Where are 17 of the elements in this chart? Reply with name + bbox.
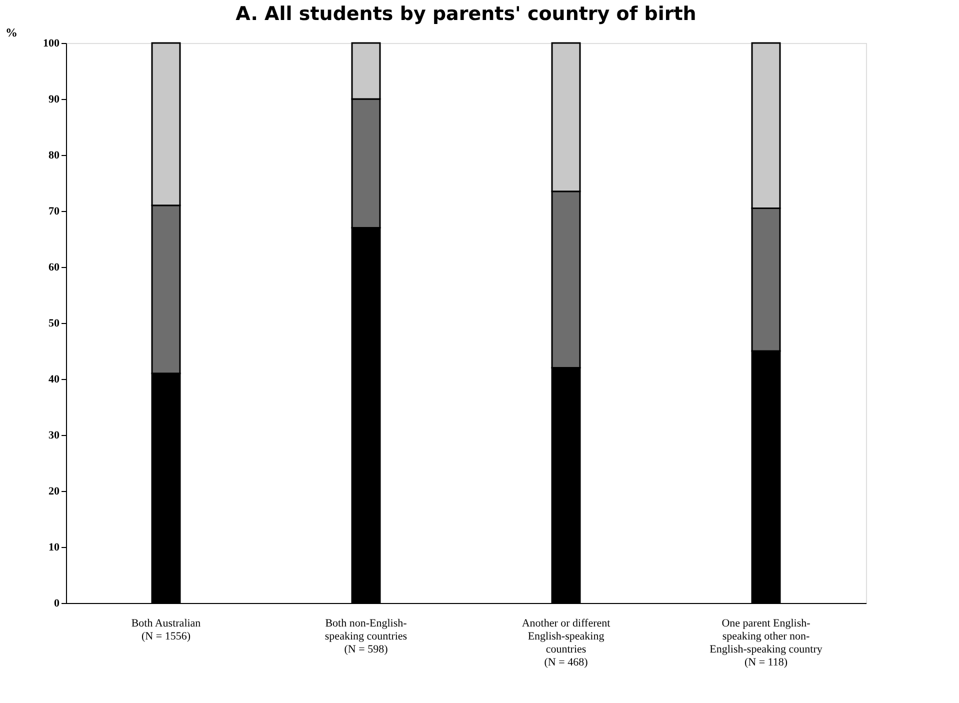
y-tick-label: 0 [54,598,60,610]
y-tick-label: 80 [48,150,60,162]
y-tick-label: 10 [48,542,60,554]
y-tick-label: 90 [48,94,60,106]
x-tick-label: Another or different English-speaking countries (N = 468) [522,618,610,668]
y-tick-label: 20 [48,486,60,498]
y-axis-title: % [6,26,18,40]
y-tick-label: 40 [48,374,60,386]
y-tick-label: 50 [48,318,60,330]
chart-title: A. All students by parents' country of birth [236,3,696,25]
y-tick-label: 70 [48,206,60,218]
x-tick-label: Both non-English- speaking countries (N = 598) [324,618,408,656]
y-tick-label: 100 [43,38,60,50]
x-tick-label: One parent English- speaking other non- English-speaking country (N = 118) [710,618,823,668]
y-tick-label: 30 [48,430,60,442]
y-tick-label: 60 [48,262,60,274]
x-tick-label: Both Australian (N = 1556) [131,618,202,642]
